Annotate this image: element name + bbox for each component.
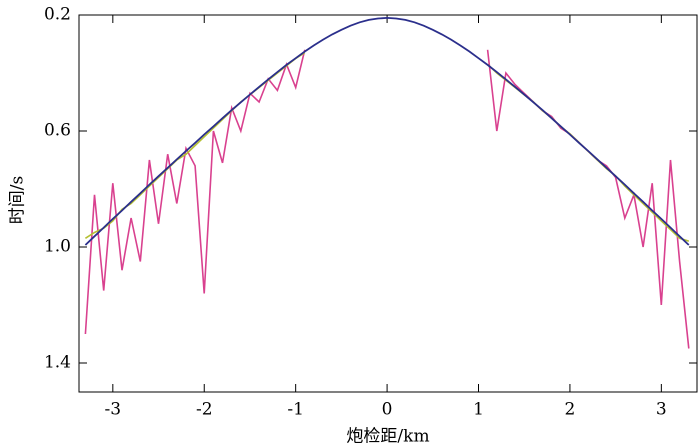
x-tick-label: 3 bbox=[656, 400, 667, 420]
plot-frame bbox=[78, 14, 698, 393]
x-tick-label: -3 bbox=[105, 400, 122, 420]
data-line bbox=[84, 52, 690, 242]
y-tick-label: 1.0 bbox=[44, 237, 71, 257]
x-tick-label: -1 bbox=[287, 400, 304, 420]
x-tick-label: 0 bbox=[382, 400, 393, 420]
y-tick-label: 0.2 bbox=[44, 5, 71, 25]
x-tick-label: 1 bbox=[473, 400, 484, 420]
y-tick-label: 1.4 bbox=[44, 353, 71, 373]
data-line bbox=[84, 49, 690, 349]
data-line bbox=[84, 16, 690, 246]
y-axis-label: 时间/s bbox=[8, 176, 28, 224]
x-tick-label: -2 bbox=[196, 400, 213, 420]
x-axis-label: 炮检距/km bbox=[346, 427, 429, 447]
y-tick-label: 0.6 bbox=[44, 121, 71, 141]
x-tick-label: 2 bbox=[565, 400, 576, 420]
